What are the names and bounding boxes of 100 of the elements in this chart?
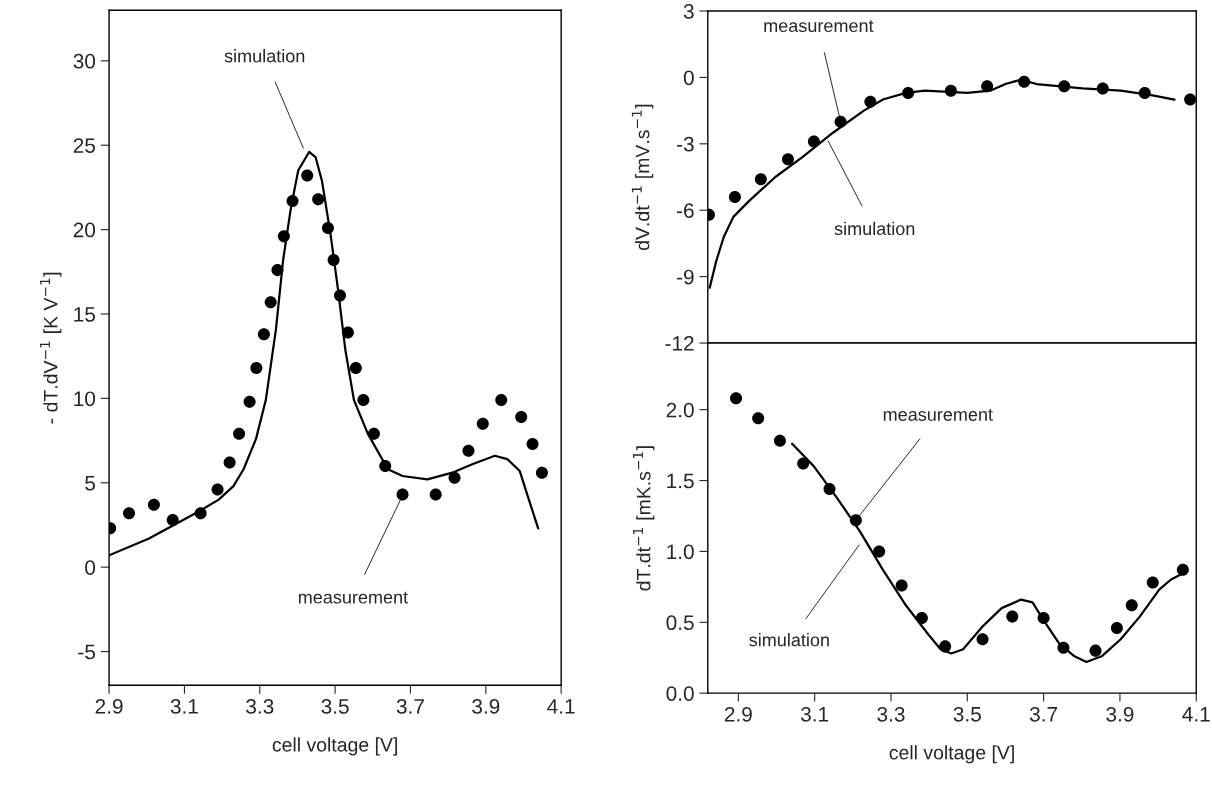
point bbox=[250, 361, 263, 375]
y-tick-label: 30 bbox=[73, 53, 96, 69]
point bbox=[535, 466, 548, 479]
y-tick-label: -9 bbox=[677, 269, 694, 285]
point bbox=[1018, 75, 1031, 88]
point bbox=[396, 488, 409, 501]
point bbox=[823, 483, 836, 496]
point bbox=[1146, 576, 1159, 589]
point bbox=[357, 394, 370, 407]
point bbox=[264, 296, 277, 309]
point bbox=[1057, 641, 1070, 654]
y-tick-label: 1.5 bbox=[667, 473, 694, 489]
annotation: measurement bbox=[298, 591, 408, 604]
x-tick-label: 3.7 bbox=[396, 699, 424, 714]
point bbox=[495, 394, 508, 407]
x-tick-label: 3.3 bbox=[877, 706, 905, 722]
annotation: measurement bbox=[764, 20, 874, 33]
point bbox=[301, 169, 314, 182]
point bbox=[728, 190, 741, 203]
point bbox=[327, 253, 340, 267]
point bbox=[349, 361, 362, 375]
point bbox=[123, 507, 136, 520]
point bbox=[476, 417, 489, 430]
point bbox=[334, 289, 347, 302]
point bbox=[462, 444, 475, 457]
annotation: measurement bbox=[883, 409, 993, 421]
point bbox=[211, 483, 224, 496]
point bbox=[194, 507, 207, 520]
point bbox=[1058, 80, 1071, 93]
point bbox=[526, 437, 539, 450]
point bbox=[773, 434, 786, 447]
point bbox=[286, 194, 299, 207]
y-tick-label: 20 bbox=[73, 222, 96, 238]
point bbox=[1184, 93, 1197, 106]
y-tick-label: 15 bbox=[74, 307, 96, 322]
y-axis-title: - dT.dV$^{−1}$ [K V$^{−1}$] bbox=[40, 272, 62, 424]
annotation: simulation bbox=[834, 221, 915, 236]
point bbox=[341, 326, 354, 339]
x-tick-label: 3.1 bbox=[800, 706, 829, 722]
y-axis-title: dV.dt$^{−1}$ [mV.s$^{−1}$] bbox=[631, 104, 654, 250]
point bbox=[448, 471, 461, 484]
y-tick-label: -6 bbox=[677, 203, 694, 218]
point bbox=[379, 459, 392, 472]
x-tick-label: 2.9 bbox=[724, 706, 752, 722]
annotation: simulation bbox=[749, 633, 829, 647]
point bbox=[754, 173, 767, 186]
y-tick-label: -5 bbox=[78, 644, 96, 660]
point bbox=[981, 80, 994, 93]
point bbox=[1089, 644, 1102, 657]
y-tick-label: -12 bbox=[665, 336, 694, 351]
y-tick-label: 10 bbox=[74, 391, 96, 407]
x-tick-label: 2.9 bbox=[95, 699, 123, 714]
point bbox=[243, 395, 256, 408]
point bbox=[730, 392, 743, 405]
point bbox=[873, 545, 886, 558]
point bbox=[1096, 82, 1109, 95]
x-tick-label: 4.1 bbox=[547, 699, 575, 714]
x-tick-label: 3.5 bbox=[953, 706, 981, 722]
point bbox=[233, 427, 246, 440]
point bbox=[834, 115, 847, 128]
point bbox=[367, 427, 380, 440]
point bbox=[223, 456, 236, 469]
point bbox=[147, 498, 160, 511]
y-axis-title: dT.dt$^{−1}$ [mK.s$^{−1}$] bbox=[632, 446, 655, 591]
x-tick-label: 3.9 bbox=[472, 699, 500, 714]
point bbox=[902, 86, 915, 99]
point bbox=[976, 633, 989, 646]
y-tick-label: 0.0 bbox=[666, 686, 694, 701]
point bbox=[864, 95, 877, 108]
y-tick-label: 5 bbox=[85, 475, 96, 491]
point bbox=[1006, 610, 1019, 623]
y-tick-label: 1.0 bbox=[667, 544, 694, 560]
point bbox=[807, 135, 820, 148]
x-tick-label: 4.1 bbox=[1182, 707, 1210, 722]
point bbox=[797, 457, 810, 470]
point bbox=[277, 230, 290, 243]
x-tick-label: 3.7 bbox=[1029, 706, 1058, 722]
x-tick-label: 3.1 bbox=[170, 699, 198, 714]
x-tick-label: 3.3 bbox=[246, 699, 274, 714]
point bbox=[1176, 563, 1189, 576]
y-tick-label: 2.0 bbox=[666, 402, 694, 418]
point bbox=[271, 264, 284, 277]
y-tick-label: 25 bbox=[73, 138, 96, 153]
annotation: simulation bbox=[224, 49, 305, 63]
point bbox=[257, 328, 270, 341]
point bbox=[515, 410, 528, 423]
point bbox=[849, 514, 862, 527]
point bbox=[1110, 621, 1123, 634]
y-tick-label: 3 bbox=[683, 3, 694, 19]
point bbox=[429, 488, 442, 501]
point bbox=[166, 513, 179, 526]
point bbox=[312, 193, 325, 206]
point bbox=[321, 221, 334, 234]
y-tick-label: 0 bbox=[85, 560, 96, 575]
x-axis-title: cell voltage [V] bbox=[272, 737, 397, 756]
point bbox=[781, 153, 794, 166]
point bbox=[1037, 612, 1050, 625]
point bbox=[1125, 599, 1138, 612]
x-tick-label: 3.9 bbox=[1106, 706, 1134, 722]
point bbox=[1138, 86, 1151, 99]
